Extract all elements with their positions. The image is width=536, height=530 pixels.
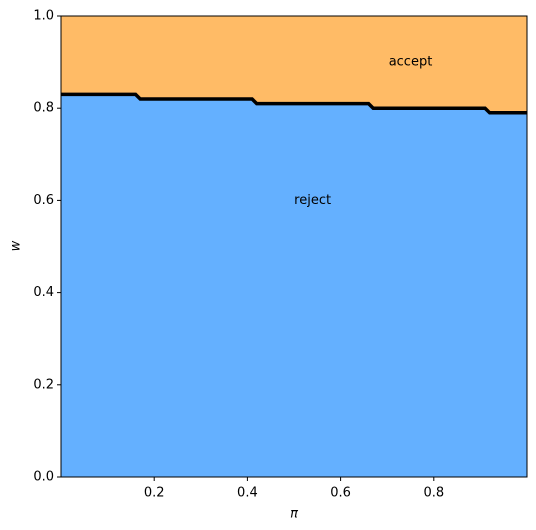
region-accept <box>61 16 527 113</box>
x-tick-label: 0.8 <box>423 486 444 501</box>
plot-frame <box>60 15 528 478</box>
x-tick-label: 0.4 <box>237 486 258 501</box>
y-axis-label: w <box>9 240 24 251</box>
y-tick-label: 1.0 <box>33 9 54 24</box>
x-tick-label: 0.6 <box>330 486 351 501</box>
y-tick-label: 0.4 <box>33 285 54 300</box>
y-tick-label: 0.0 <box>33 470 54 485</box>
y-tick-label: 0.6 <box>33 193 54 208</box>
x-tick-label: 0.2 <box>144 486 165 501</box>
y-tick-label: 0.2 <box>33 377 54 392</box>
x-axis-label: π <box>290 507 298 522</box>
region-label: accept <box>389 55 433 70</box>
y-tick-label: 0.8 <box>33 101 54 116</box>
boundary-line <box>61 92 527 115</box>
region-reject <box>61 94 527 478</box>
region-label: reject <box>294 193 331 208</box>
